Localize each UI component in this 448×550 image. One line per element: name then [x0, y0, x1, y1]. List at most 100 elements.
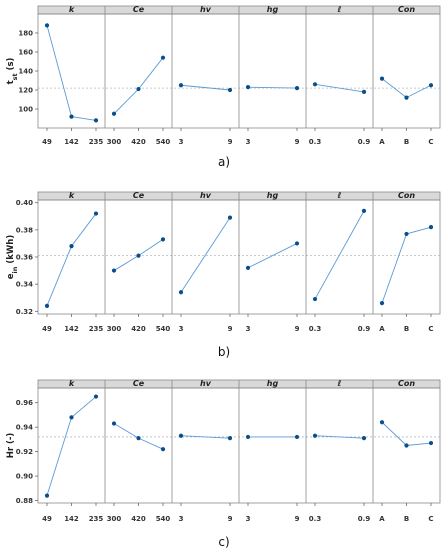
data-point: [245, 265, 251, 270]
data-point: [294, 241, 300, 246]
x-tick-label: B: [404, 515, 409, 523]
x-tick-label: 3: [179, 325, 184, 333]
x-tick-label: A: [379, 138, 385, 146]
data-point: [379, 420, 385, 425]
data-point: [111, 111, 117, 116]
panel-title: Ce: [133, 379, 145, 388]
panel-Ce: Ce 300 420 540: [104, 5, 170, 146]
data-point: [178, 83, 184, 88]
x-tick-label: 3: [246, 515, 251, 523]
panel-title: Con: [398, 191, 415, 200]
panel-title: hg: [267, 191, 279, 200]
x-tick-label: A: [379, 515, 385, 523]
x-tick-label: 9: [228, 138, 233, 146]
data-point: [136, 86, 141, 92]
y-tick-label: 0.90: [16, 473, 33, 481]
y-tick-label: 0.88: [16, 497, 33, 505]
data-point: [178, 290, 184, 295]
figure-caption: b): [218, 345, 230, 359]
data-point: [245, 434, 251, 440]
y-tick-label: 0.96: [16, 399, 33, 407]
panel-title: hv: [200, 5, 212, 14]
panel-title: ℓ: [337, 379, 342, 388]
panel-Con: Con A B C: [372, 5, 434, 146]
x-tick-label: B: [404, 138, 409, 146]
series-line: [314, 210, 365, 300]
panel-title: hg: [267, 5, 279, 14]
panel-Con: Con A B C: [372, 379, 434, 523]
x-tick-label: 235: [89, 515, 104, 523]
y-tick-label: 0.36: [16, 254, 33, 262]
panel-hg: hg 3 9: [238, 379, 300, 523]
panel-title: Ce: [133, 191, 145, 200]
panel-ℓ: ℓ 0.3 0.9: [305, 5, 370, 146]
data-point: [361, 89, 367, 94]
x-tick-label: 420: [131, 515, 146, 523]
y-tick-label: 160: [18, 49, 33, 57]
panel-hg: hg 3 9: [238, 191, 300, 333]
x-tick-label: 142: [64, 138, 79, 146]
x-tick-label: 9: [295, 515, 300, 523]
x-tick-label: B: [404, 325, 409, 333]
data-point: [111, 268, 117, 273]
y-tick-label: 0.40: [16, 199, 33, 207]
x-tick-label: 3: [179, 138, 184, 146]
data-point: [227, 436, 233, 441]
data-point: [93, 211, 99, 216]
series-line: [247, 86, 298, 89]
x-tick-label: 0.9: [358, 325, 371, 333]
data-point: [312, 296, 318, 302]
panel-Ce: Ce 300 420 540: [104, 379, 170, 523]
data-point: [294, 86, 300, 91]
data-point: [379, 301, 385, 306]
panel-ℓ: ℓ 0.3 0.9: [305, 191, 371, 333]
panel-title: hg: [267, 379, 279, 388]
panel-title: Con: [398, 379, 415, 388]
panel-title: k: [69, 5, 75, 14]
x-tick-label: C: [428, 138, 433, 146]
panel-Ce: Ce 300 420 540: [104, 191, 171, 333]
panel-title: k: [69, 191, 75, 200]
data-point: [44, 493, 50, 498]
panel-hv: hv 3 9: [171, 5, 233, 146]
series-line: [314, 83, 365, 93]
x-tick-label: 49: [42, 515, 52, 523]
x-tick-label: 3: [179, 515, 184, 523]
data-point: [69, 244, 74, 249]
x-tick-label: 142: [64, 515, 79, 523]
y-tick-label: 120: [18, 87, 33, 95]
panel-hg: hg 3 9: [238, 5, 300, 146]
x-tick-label: 540: [156, 325, 171, 333]
data-point: [93, 394, 99, 399]
x-tick-label: 420: [131, 325, 146, 333]
data-point: [227, 87, 233, 93]
series-line: [314, 435, 365, 439]
data-point: [404, 95, 409, 100]
data-point: [227, 215, 233, 220]
series-line: [180, 84, 231, 91]
panel-title: hv: [200, 379, 212, 388]
data-point: [136, 436, 141, 441]
y-tick-label: 0.34: [16, 281, 33, 289]
series-line: [113, 57, 164, 115]
x-tick-label: 235: [89, 138, 104, 146]
data-point: [428, 440, 434, 446]
data-point: [93, 118, 99, 123]
data-point: [160, 237, 166, 242]
x-tick-label: 3: [246, 325, 251, 333]
x-tick-label: 49: [42, 138, 52, 146]
data-point: [404, 231, 409, 237]
x-tick-label: 300: [107, 515, 122, 523]
panel-k: k 49 142 235: [42, 5, 103, 146]
x-tick-label: 0.9: [358, 515, 371, 523]
data-point: [178, 433, 184, 438]
y-axis-label: tst (s): [6, 57, 19, 84]
chart-3: 0.88 0.90 0.92 0.94 0.96 k 49 142 235 Ce 300 420 540…: [16, 379, 441, 549]
chart-2: 0.32 0.34 0.36 0.38 0.40 k 49 142 235 Ce 300 420 540…: [16, 191, 441, 359]
x-tick-label: 0.3: [309, 138, 322, 146]
data-point: [160, 55, 166, 60]
data-point: [69, 114, 74, 119]
data-point: [69, 415, 74, 420]
series-line: [180, 217, 231, 293]
